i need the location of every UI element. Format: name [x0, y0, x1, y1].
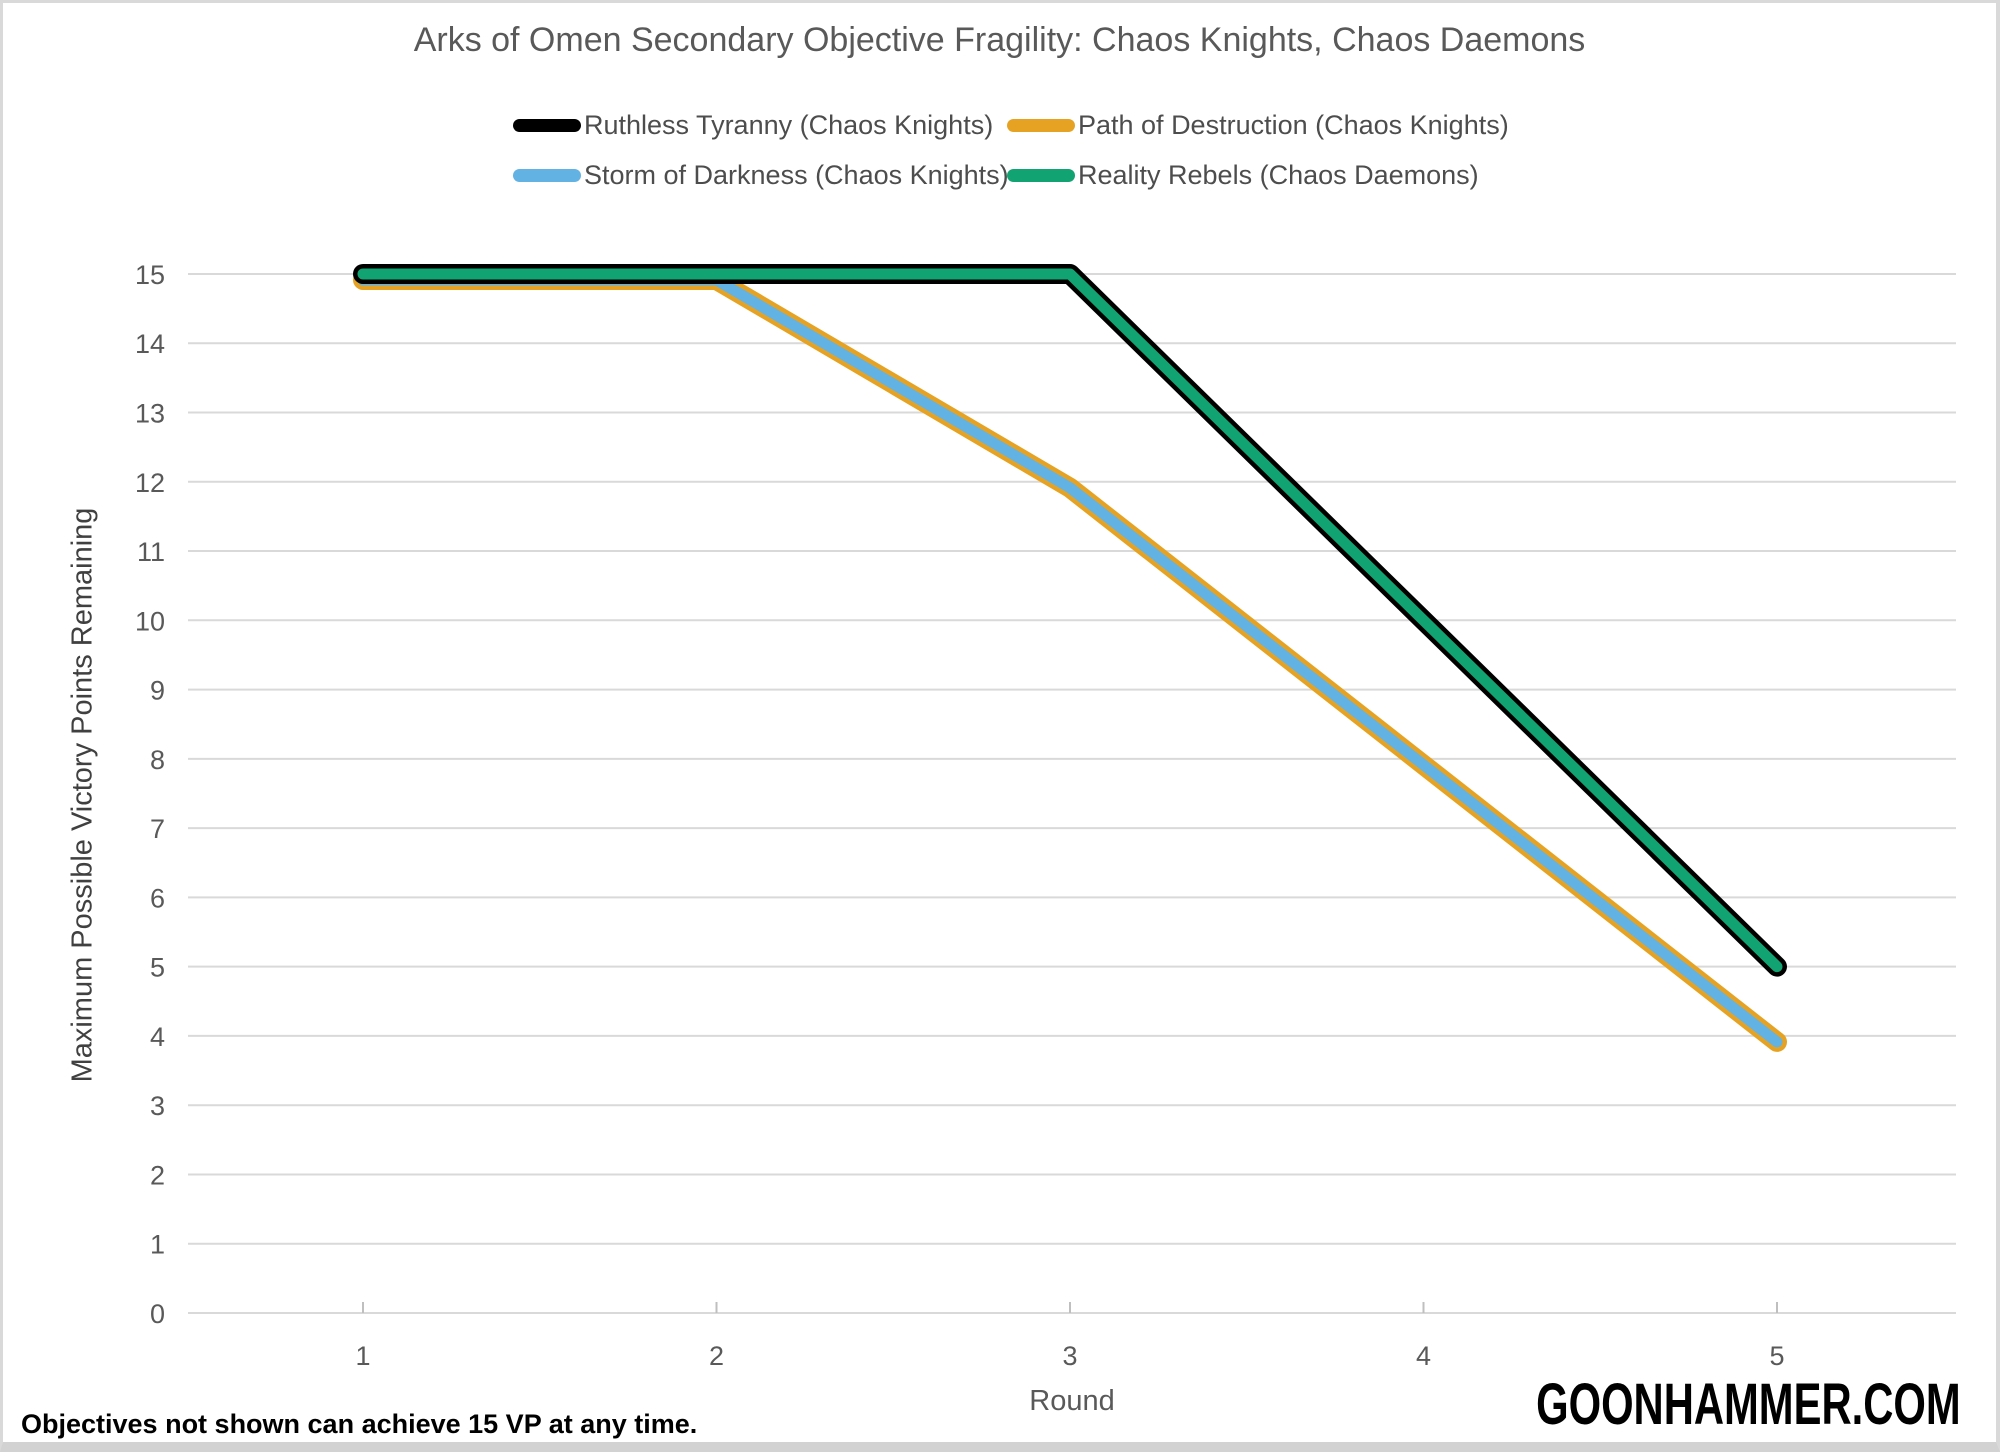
legend-label: Path of Destruction (Chaos Knights): [1078, 109, 1509, 140]
legend-label: Reality Rebels (Chaos Daemons): [1078, 159, 1479, 190]
y-tick-label-3: 3: [150, 1091, 165, 1121]
legend-item-reality-rebels: Reality Rebels (Chaos Daemons): [1007, 159, 1479, 191]
series-line-2: [357, 274, 1783, 1048]
series-line-3: [357, 268, 1783, 973]
legend-swatch-blue: [513, 168, 581, 182]
series-line-1: [353, 269, 1787, 1052]
y-tick-label-0: 0: [150, 1299, 165, 1329]
x-tick-label-5: 5: [1769, 1341, 1784, 1371]
y-tick-label-1: 1: [150, 1230, 165, 1260]
y-tick-label-15: 15: [135, 260, 165, 290]
y-tick-label-14: 14: [135, 329, 165, 359]
legend-item-path-of-destruction: Path of Destruction (Chaos Knights): [1007, 109, 1509, 141]
legend-label: Ruthless Tyranny (Chaos Knights): [584, 109, 994, 140]
x-tick-label-4: 4: [1416, 1341, 1431, 1371]
y-tick-label-13: 13: [135, 398, 165, 428]
y-tick-label-5: 5: [150, 953, 165, 983]
y-tick-label-9: 9: [150, 676, 165, 706]
brand-logo-text: GOONHAMMER.COM: [1536, 1372, 1961, 1437]
legend-item-storm-of-darkness: Storm of Darkness (Chaos Knights): [513, 159, 1009, 191]
x-tick-label-2: 2: [709, 1341, 724, 1371]
legend-swatch-black: [513, 118, 581, 132]
legend-swatch-orange: [1007, 118, 1075, 132]
y-tick-label-12: 12: [135, 468, 165, 498]
y-tick-label-2: 2: [150, 1160, 165, 1190]
y-tick-label-11: 11: [137, 537, 165, 567]
y-tick-label-6: 6: [150, 883, 165, 913]
chart-title: Arks of Omen Secondary Objective Fragili…: [413, 21, 1586, 59]
footer-note: Objectives not shown can achieve 15 VP a…: [21, 1409, 698, 1439]
legend-item-ruthless-tyranny: Ruthless Tyranny (Chaos Knights): [513, 109, 993, 141]
x-tick-label-3: 3: [1062, 1341, 1077, 1371]
y-axis-title: Maximum Possible Victory Points Remainin…: [66, 507, 99, 1083]
y-tick-label-7: 7: [150, 814, 165, 844]
y-tick-label-10: 10: [135, 606, 165, 636]
y-tick-label-8: 8: [150, 745, 165, 775]
legend-swatch-green: [1007, 168, 1075, 182]
x-tick-label-1: 1: [355, 1341, 370, 1371]
x-axis-title: Round: [1029, 1385, 1115, 1417]
legend-label: Storm of Darkness (Chaos Knights): [584, 159, 1009, 190]
y-tick-label-4: 4: [150, 1022, 165, 1052]
